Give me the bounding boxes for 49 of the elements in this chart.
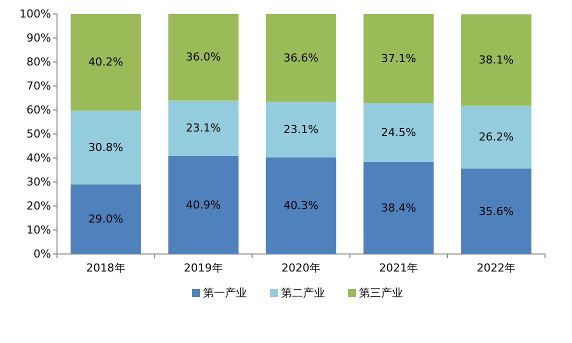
y-tick-label: 0% <box>34 248 51 260</box>
x-tick-label: 2018年 <box>86 262 126 274</box>
y-tick-label: 40% <box>26 152 51 164</box>
y-tick-label: 30% <box>26 176 51 188</box>
legend-label: 第二产业 <box>281 286 325 300</box>
x-tick-label: 2019年 <box>184 262 223 274</box>
bar <box>168 100 239 156</box>
data-label: 23.1% <box>186 122 221 135</box>
data-label: 29.0% <box>88 212 124 226</box>
data-label: 30.8% <box>88 140 124 154</box>
data-label: 26.2% <box>478 130 514 144</box>
data-label: 40.9% <box>186 198 221 212</box>
bar <box>461 168 532 254</box>
bar <box>70 110 141 184</box>
y-tick-label: 60% <box>26 104 51 116</box>
bar <box>266 102 336 158</box>
bar <box>363 103 434 162</box>
x-tick-label: 2022年 <box>476 262 516 274</box>
bar <box>70 184 141 254</box>
data-label: 24.5% <box>381 126 416 139</box>
data-label: 37.1% <box>381 52 416 66</box>
data-label: 35.6% <box>478 204 514 218</box>
bar <box>70 14 141 110</box>
y-tick-label: 70% <box>26 80 51 92</box>
y-tick-label: 50% <box>26 128 51 140</box>
data-label: 36.6% <box>284 51 318 64</box>
data-label: 38.1% <box>478 53 514 66</box>
y-tick-label: 90% <box>26 32 51 44</box>
data-label: 36.0% <box>186 50 221 64</box>
legend-label: 第一产业 <box>203 286 247 300</box>
data-label: 38.4% <box>381 201 416 214</box>
y-tick-label: 100% <box>20 8 51 20</box>
y-tick-label: 10% <box>26 224 51 236</box>
y-tick-label: 20% <box>26 200 51 212</box>
bar <box>266 14 336 102</box>
bar <box>168 156 239 254</box>
data-label: 40.3% <box>284 199 318 212</box>
x-tick-label: 2021年 <box>379 262 418 274</box>
data-label: 40.2% <box>88 56 124 69</box>
bar <box>266 157 336 254</box>
y-tick-label: 80% <box>26 56 51 68</box>
bar <box>461 14 532 106</box>
bar <box>363 162 434 254</box>
bar <box>461 106 532 169</box>
data-label: 23.1% <box>284 123 318 136</box>
bar <box>363 14 434 104</box>
legend-label: 第三产业 <box>359 286 403 300</box>
x-tick-label: 2020年 <box>282 262 320 274</box>
bar <box>168 14 239 100</box>
